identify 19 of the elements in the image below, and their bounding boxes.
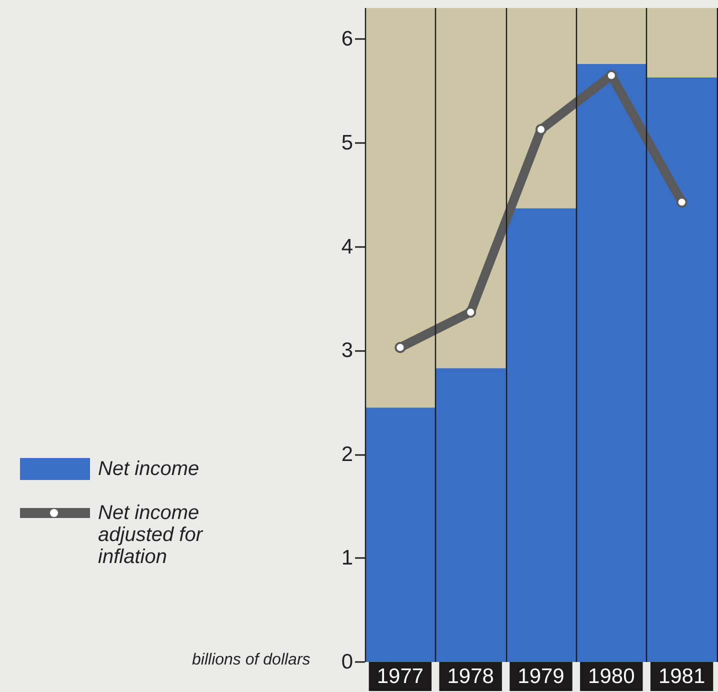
x-tick-label: 1981 bbox=[658, 665, 706, 688]
point bbox=[465, 306, 476, 318]
point bbox=[536, 124, 546, 135]
x-tick-label: 1978 bbox=[447, 665, 494, 688]
legend-label: Net income bbox=[98, 458, 200, 480]
y-tick-label: 2 bbox=[341, 442, 353, 466]
y-tick-label: 3 bbox=[341, 339, 353, 362]
y-tick-label: 5 bbox=[341, 131, 353, 154]
y-axis-title: billions of dollars bbox=[192, 652, 310, 668]
y-tick-label: 4 bbox=[341, 235, 354, 258]
point bbox=[394, 342, 406, 353]
y-tick-label: 0 bbox=[341, 650, 353, 674]
legend-label: Net income adjusted for inflation bbox=[98, 502, 204, 568]
point bbox=[676, 196, 688, 208]
x-tick-label: 1980 bbox=[588, 665, 635, 688]
x-tick-label: 1977 bbox=[376, 665, 424, 688]
y-tick-label: 6 bbox=[341, 28, 353, 51]
x-tick-label: 1979 bbox=[518, 665, 564, 688]
y-tick-label: 1 bbox=[341, 546, 353, 570]
